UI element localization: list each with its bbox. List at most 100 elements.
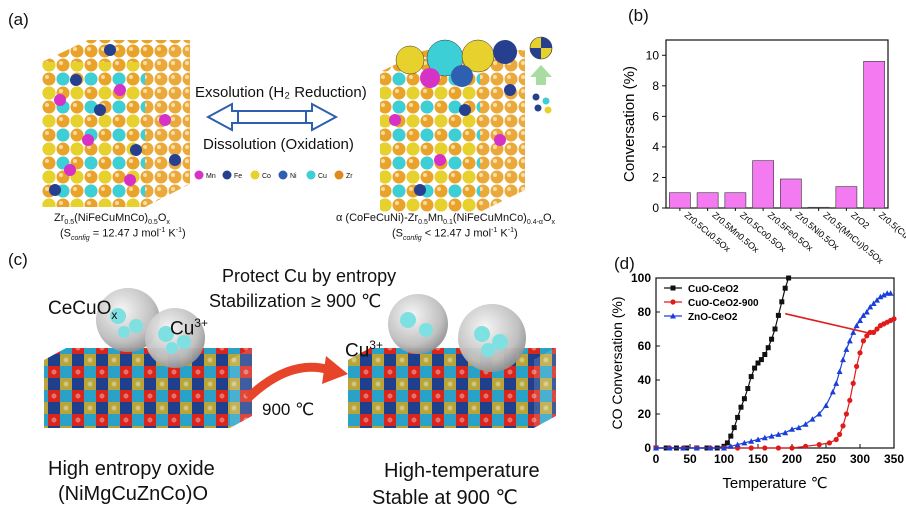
label-cecuox: CeCuOx	[48, 298, 118, 322]
chart-d-point	[833, 380, 840, 386]
chart-d-point	[853, 322, 860, 329]
chart-d-point	[758, 357, 764, 363]
chart-d-point	[731, 425, 737, 431]
chart-d-point	[786, 275, 792, 281]
chart-d-point	[850, 380, 856, 386]
chart-d-point	[840, 356, 846, 363]
chart-b-frame	[665, 39, 889, 209]
legend-label-cu: Cu	[318, 173, 327, 180]
legend-ball-ni	[278, 170, 288, 180]
right-sconfig: (Sconfig < 12.47 J mol-1 K-1)	[392, 227, 518, 242]
chart-d-point	[874, 297, 880, 303]
chart-d-xtick-label: 150	[748, 452, 768, 466]
chart-d-point	[823, 402, 829, 408]
chart-d-legend-label: ZnO-CeO2	[688, 312, 738, 323]
chart-d-point	[826, 440, 832, 446]
chart-d-xtick-label: 250	[816, 452, 836, 466]
left-formula: Zr0.5(NiFeCuMnCo)0.5Ox	[54, 212, 170, 227]
chart-d-point	[653, 445, 659, 451]
legend-label-zr: Zr	[346, 173, 353, 180]
chart-d-point	[728, 433, 734, 439]
chart-d-legend-label: CuO-CeO2	[688, 284, 739, 295]
chart-d-point	[775, 312, 781, 318]
chart-d-legend-marker	[670, 313, 676, 319]
chart-d-point	[680, 445, 687, 451]
chart-b-bar	[835, 186, 858, 209]
exsolved-particle-graphic	[529, 36, 553, 114]
chart-d-ytick-label: 40	[638, 373, 652, 387]
chart-d-point	[762, 445, 768, 451]
chart-d-point	[857, 317, 863, 323]
right-slab-graphic	[348, 294, 556, 428]
chart-b-bar	[752, 160, 774, 209]
chart-d-point	[693, 445, 700, 451]
chart-b-ytick-label: 2	[652, 170, 659, 184]
chart-b-bar	[724, 192, 747, 209]
chart-b-bar	[780, 178, 802, 209]
chart-d-point	[816, 411, 823, 417]
chart-d-point	[860, 312, 867, 318]
panel-c-header-line1: Protect Cu by entropy	[222, 266, 397, 286]
heating-arrow-label: 900 ℃	[262, 400, 315, 419]
left-slab-graphic	[44, 288, 252, 428]
right-formula: α (CoFeCuNi)-Zr0.5Mn0.1(NiFeCuMnCo)0.4-α…	[336, 212, 556, 227]
panel-label-d: (d)	[614, 254, 635, 273]
chart-d-point	[721, 445, 727, 451]
chart-d-point	[870, 300, 877, 306]
heating-arrow-icon	[244, 356, 348, 402]
chart-d-ytick-label: 80	[638, 305, 652, 319]
chart-d-ytick-label: 20	[638, 407, 652, 421]
chart-b-ytick-label: 8	[652, 79, 659, 93]
chart-d-ytick-label: 0	[644, 441, 651, 455]
chart-d-point	[707, 445, 714, 451]
chart-d-ytick-label: 60	[638, 339, 652, 353]
chart-d-point	[846, 337, 853, 344]
chart-b-bar	[696, 192, 719, 209]
right-caption-line2: Stable at 900 ℃	[372, 487, 518, 509]
chart-b-ylabel: Conversation (%)	[621, 66, 638, 182]
panel-label-a: (a)	[8, 10, 29, 29]
chart-d-point	[724, 440, 730, 446]
chart-d-point	[768, 433, 775, 439]
chart-d-point	[755, 436, 761, 442]
chart-d-point	[836, 368, 843, 374]
chart-d-point	[789, 445, 795, 451]
chart-d-point	[666, 445, 673, 451]
line-chart-d: 0 20 40 60 80 100 0 50 100 150 200 250 300 350 CO Conv…	[609, 271, 904, 492]
chart-d-point	[772, 326, 778, 332]
panel-a-illustration: Mn Fe Co Ni Cu Zr	[42, 36, 553, 212]
chart-d-point	[741, 439, 748, 446]
chart-d-xtick-label: 0	[653, 452, 660, 466]
chart-d-xtick-label: 50	[683, 452, 697, 466]
chart-d-xtick-label: 350	[884, 452, 904, 466]
chart-d-point	[857, 350, 863, 356]
dissolution-label: Dissolution (Oxidation)	[203, 136, 354, 153]
chart-d-annotation-arrow	[785, 312, 874, 335]
chart-d-point	[867, 303, 874, 310]
chart-d-point	[727, 443, 734, 449]
chart-d-point	[738, 404, 744, 410]
legend-ball-fe	[222, 170, 232, 180]
chart-d-point	[877, 293, 884, 300]
chart-b-ytick-label: 4	[652, 140, 659, 154]
chart-d-series-line	[656, 318, 895, 449]
chart-d-point	[745, 386, 751, 391]
chart-d-point	[775, 431, 782, 437]
chart-d-point	[789, 426, 795, 432]
chart-b-ytick-label: 0	[652, 201, 659, 215]
legend-label-mn: Mn	[206, 173, 216, 180]
chart-d-point	[775, 445, 781, 451]
chart-d-point	[748, 445, 754, 451]
chart-d-point	[847, 397, 853, 403]
chart-d-point	[840, 423, 846, 429]
chart-b-bar	[807, 206, 830, 209]
chart-d-point	[734, 441, 741, 448]
right-cube-graphic	[380, 39, 525, 212]
chart-d-ytick-label: 100	[631, 271, 651, 285]
left-caption-line1: High entropy oxide	[48, 458, 215, 480]
chart-d-point	[809, 416, 816, 422]
chart-d-point	[782, 429, 789, 436]
panel-c-illustration	[44, 288, 556, 428]
chart-d-point	[837, 431, 843, 437]
chart-d-point	[795, 424, 802, 431]
